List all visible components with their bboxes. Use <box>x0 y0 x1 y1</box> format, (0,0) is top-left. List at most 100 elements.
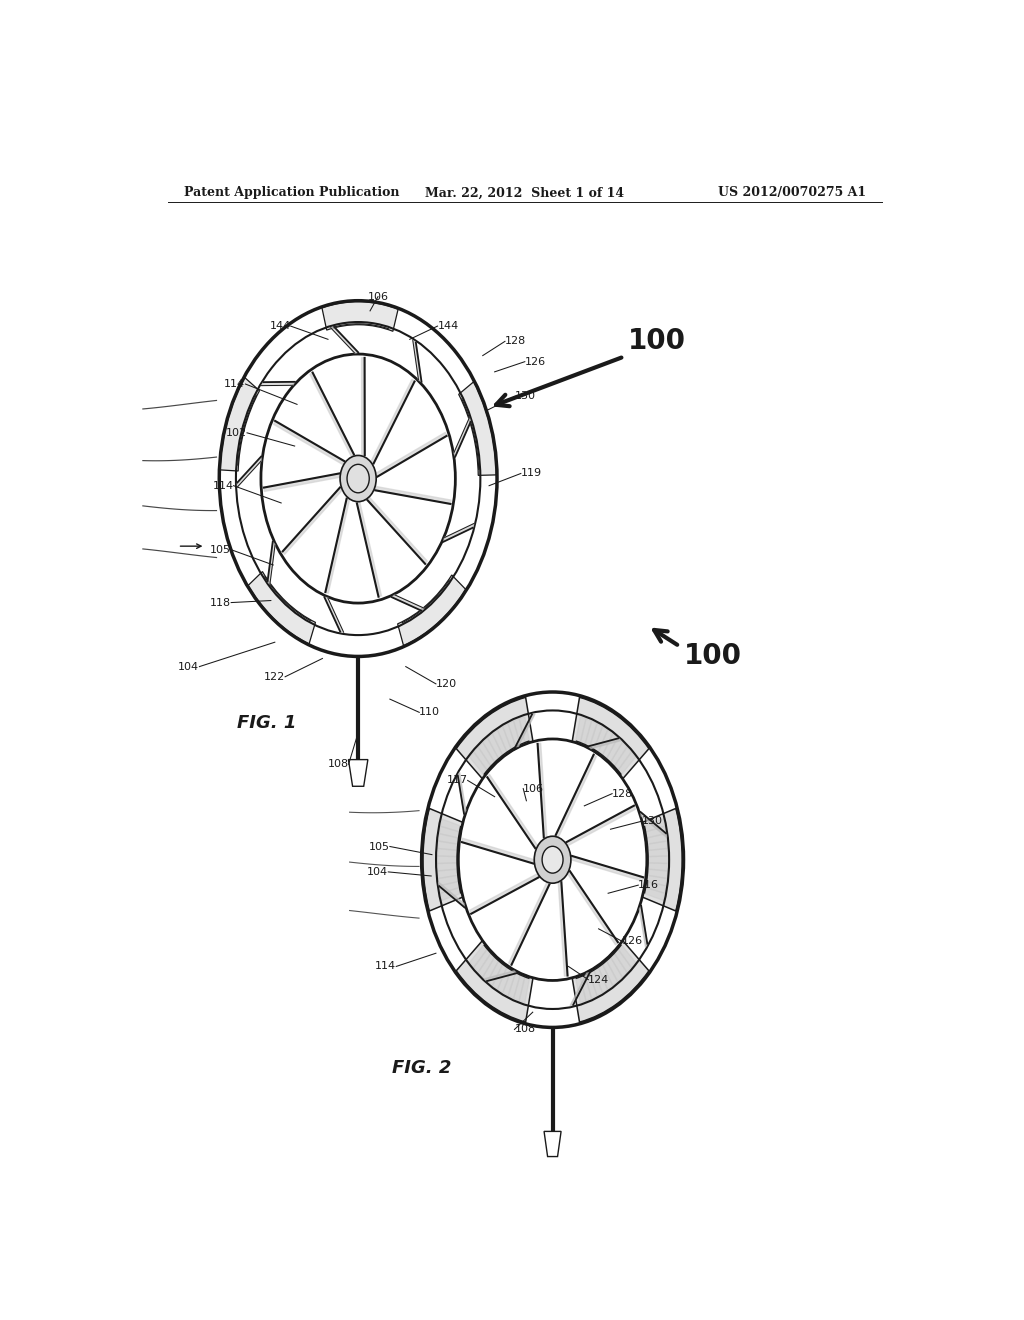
Polygon shape <box>440 818 461 832</box>
Polygon shape <box>544 1131 561 1156</box>
Text: 120: 120 <box>436 678 457 689</box>
Polygon shape <box>438 882 465 907</box>
Polygon shape <box>590 970 602 995</box>
Polygon shape <box>575 977 586 1003</box>
Polygon shape <box>377 432 446 477</box>
Text: 108: 108 <box>328 759 348 770</box>
Polygon shape <box>368 498 427 564</box>
Polygon shape <box>589 738 621 748</box>
Wedge shape <box>459 381 497 475</box>
Polygon shape <box>503 970 516 995</box>
Polygon shape <box>478 953 495 977</box>
Text: 108: 108 <box>514 1024 536 1035</box>
Polygon shape <box>514 975 525 1001</box>
Text: 119: 119 <box>521 469 542 478</box>
Text: FIG. 2: FIG. 2 <box>392 1059 452 1077</box>
Text: 104: 104 <box>178 661 200 672</box>
Text: 124: 124 <box>588 974 609 985</box>
Polygon shape <box>571 855 643 882</box>
Wedge shape <box>322 301 398 331</box>
Text: 106: 106 <box>523 784 544 793</box>
Polygon shape <box>594 968 607 993</box>
Polygon shape <box>273 421 344 465</box>
Text: 105: 105 <box>210 545 231 554</box>
Polygon shape <box>462 838 534 863</box>
Wedge shape <box>397 576 466 645</box>
Polygon shape <box>509 883 549 965</box>
Wedge shape <box>572 697 649 779</box>
Text: 114: 114 <box>212 480 233 491</box>
Text: 106: 106 <box>368 292 388 302</box>
Wedge shape <box>642 808 682 911</box>
Text: 114: 114 <box>224 379 246 389</box>
Polygon shape <box>261 381 295 385</box>
Text: 144: 144 <box>269 321 291 331</box>
Text: 128: 128 <box>505 337 526 346</box>
Polygon shape <box>439 826 460 838</box>
Polygon shape <box>648 849 668 857</box>
Polygon shape <box>267 541 275 585</box>
Polygon shape <box>474 949 490 973</box>
Polygon shape <box>575 717 586 743</box>
Polygon shape <box>487 734 503 759</box>
Polygon shape <box>556 755 596 837</box>
Polygon shape <box>458 772 466 813</box>
Text: 130: 130 <box>642 816 664 826</box>
Polygon shape <box>514 718 525 744</box>
Polygon shape <box>581 718 592 744</box>
Polygon shape <box>598 964 612 990</box>
Polygon shape <box>478 742 495 766</box>
Polygon shape <box>567 871 617 945</box>
Polygon shape <box>610 742 627 766</box>
Polygon shape <box>646 833 667 845</box>
Polygon shape <box>614 747 632 771</box>
Polygon shape <box>392 595 424 611</box>
Polygon shape <box>581 975 592 1001</box>
Polygon shape <box>647 869 668 878</box>
Polygon shape <box>437 869 458 878</box>
Polygon shape <box>498 726 511 752</box>
Polygon shape <box>493 730 507 755</box>
Polygon shape <box>606 738 623 763</box>
Polygon shape <box>498 968 511 993</box>
Text: 126: 126 <box>524 356 546 367</box>
Wedge shape <box>457 697 532 779</box>
Polygon shape <box>493 964 507 990</box>
Polygon shape <box>437 841 458 850</box>
Wedge shape <box>248 572 315 644</box>
Text: 128: 128 <box>612 788 634 799</box>
Polygon shape <box>484 972 517 981</box>
Text: 126: 126 <box>622 936 643 946</box>
Polygon shape <box>310 372 354 457</box>
Polygon shape <box>437 849 458 857</box>
Polygon shape <box>646 826 666 838</box>
Polygon shape <box>648 863 668 871</box>
Polygon shape <box>487 775 538 849</box>
Text: Patent Application Publication: Patent Application Publication <box>183 186 399 199</box>
Polygon shape <box>585 721 597 747</box>
Polygon shape <box>413 341 422 381</box>
Polygon shape <box>641 812 667 837</box>
Wedge shape <box>457 941 532 1022</box>
Polygon shape <box>348 759 368 787</box>
Polygon shape <box>438 833 459 845</box>
Polygon shape <box>482 957 499 982</box>
Text: 118: 118 <box>210 598 231 607</box>
Polygon shape <box>515 714 535 747</box>
Polygon shape <box>503 723 516 750</box>
Polygon shape <box>487 961 503 986</box>
Polygon shape <box>590 723 602 750</box>
Polygon shape <box>646 875 667 886</box>
Text: 100: 100 <box>628 327 686 355</box>
Polygon shape <box>585 973 597 999</box>
Wedge shape <box>423 808 463 911</box>
Text: US 2012/0070275 A1: US 2012/0070275 A1 <box>718 186 866 199</box>
Text: 110: 110 <box>419 708 440 717</box>
Polygon shape <box>470 752 487 775</box>
Text: 144: 144 <box>437 321 459 331</box>
Polygon shape <box>482 738 499 763</box>
Text: 104: 104 <box>368 867 388 876</box>
Polygon shape <box>648 855 668 863</box>
Circle shape <box>340 455 376 502</box>
Polygon shape <box>644 818 665 832</box>
